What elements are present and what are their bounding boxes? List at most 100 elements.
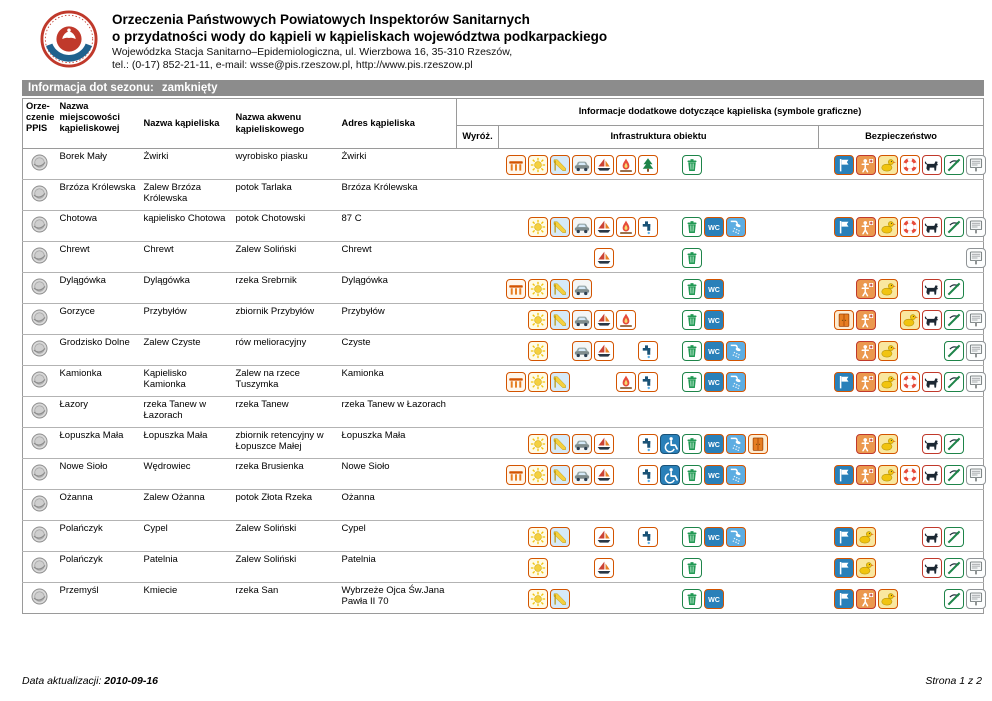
ppis-seal-icon	[30, 215, 49, 234]
board-icon	[965, 247, 986, 268]
cell-nazwa-kapieliska: Kąpielisko Kamionka	[140, 365, 233, 397]
cell-ppis-decision	[22, 179, 57, 211]
nojump-icon	[943, 278, 964, 299]
duck-icon	[855, 557, 876, 578]
table-row: Przemyśl Kmiecie rzeka San Wybrzeże Ojca Św…	[22, 582, 986, 614]
cell-infrastruktura	[498, 396, 819, 428]
page-footer: Data aktualizacji: 2010-09-16 Strona 1 z…	[22, 675, 982, 687]
cell-bezpieczenstwo	[818, 179, 984, 211]
page-title-line2: o przydatności wody do kąpieli w kąpieli…	[112, 28, 608, 44]
slide-icon	[549, 371, 570, 392]
sail-icon	[593, 464, 614, 485]
cell-ppis-decision	[22, 148, 57, 180]
cell-miejscowosc: Gorzyce	[56, 303, 141, 335]
lifebuoy-icon	[899, 154, 920, 175]
dog-icon	[921, 433, 942, 454]
cell-bezpieczenstwo	[818, 582, 986, 614]
cell-nazwa-akwenu: Zalew Soliński	[232, 551, 339, 583]
season-value: zamknięty	[161, 82, 218, 94]
pier-icon	[505, 371, 526, 392]
page-title-line1: Orzeczenia Państwowych Powiatowych Inspe…	[112, 12, 530, 27]
cell-ppis-decision	[22, 458, 57, 490]
cell-nazwa-akwenu: Zalew na rzece Tuszymka	[232, 365, 339, 397]
lifeguard-icon	[855, 309, 876, 330]
cell-nazwa-akwenu: rzeka San	[232, 582, 339, 614]
cell-infrastruktura	[498, 489, 819, 521]
cell-ppis-decision	[22, 551, 57, 583]
season-label: Informacja dot sezonu:	[28, 82, 154, 94]
cell-ppis-decision	[22, 272, 57, 304]
flag-icon	[833, 557, 854, 578]
cell-miejscowosc: Polańczyk	[56, 551, 141, 583]
cell-wyroznienia	[456, 303, 499, 335]
ppis-seal-icon	[30, 556, 49, 575]
duck-icon	[877, 433, 898, 454]
ppis-seal-icon	[30, 308, 49, 327]
flag-icon	[833, 526, 854, 547]
col-header-infrastruktura: Infrastruktura obiektu	[498, 125, 819, 149]
lifeguard-icon	[855, 340, 876, 361]
slide-icon	[549, 464, 570, 485]
car-icon	[571, 340, 592, 361]
cell-adres: Wybrzeże Ojca Św.Jana Pawła II 70	[338, 582, 457, 614]
bin-icon	[681, 309, 702, 330]
shower-icon	[725, 464, 746, 485]
shower-icon	[725, 433, 746, 454]
sail-icon	[593, 557, 614, 578]
car-icon	[571, 464, 592, 485]
cell-miejscowosc: Polańczyk	[56, 520, 141, 552]
slide-icon	[549, 309, 570, 330]
update-date-value: 2010-09-16	[104, 675, 159, 687]
cell-ppis-decision	[22, 427, 57, 459]
table-row: Chotowa kąpielisko Chotowa potok Chotowski…	[22, 210, 986, 242]
nojump-icon	[943, 588, 964, 609]
table-row: Łazory rzeka Tanew w Łazorach rzeka Tanew r…	[22, 396, 984, 428]
duck-icon	[877, 154, 898, 175]
wheelchair-icon	[659, 464, 680, 485]
cell-infrastruktura	[498, 148, 819, 180]
cabinet-icon	[747, 433, 768, 454]
fire-icon	[615, 309, 636, 330]
cell-miejscowosc: Nowe Sioło	[56, 458, 141, 490]
cell-adres: Chrewt	[338, 241, 457, 273]
cell-miejscowosc: Chrewt	[56, 241, 141, 273]
ppis-seal-icon	[30, 277, 49, 296]
ppis-seal-icon	[30, 587, 49, 606]
table-row: Chrewt Chrewt Zalew Soliński Chrewt	[22, 241, 986, 273]
cell-miejscowosc: Łopuszka Mała	[56, 427, 141, 459]
nojump-icon	[943, 309, 964, 330]
cell-miejscowosc: Chotowa	[56, 210, 141, 242]
cell-wyroznienia	[456, 582, 499, 614]
cell-adres: Łopuszka Mała	[338, 427, 457, 459]
cell-wyroznienia	[456, 396, 499, 428]
cell-adres: Nowe Sioło	[338, 458, 457, 490]
bin-icon	[681, 154, 702, 175]
cell-miejscowosc: Ożanna	[56, 489, 141, 521]
dog-icon	[921, 154, 942, 175]
bin-icon	[681, 588, 702, 609]
flag-icon	[833, 464, 854, 485]
cell-ppis-decision	[22, 520, 57, 552]
ppis-seal-icon	[30, 401, 49, 420]
sail-icon	[593, 216, 614, 237]
col-header-bezpieczenstwo: Bezpieczeństwo	[818, 125, 984, 149]
ppis-seal-icon	[30, 339, 49, 358]
cell-ppis-decision	[22, 241, 57, 273]
nojump-icon	[943, 433, 964, 454]
cell-wyroznienia	[456, 551, 499, 583]
cell-bezpieczenstwo	[818, 365, 986, 397]
board-icon	[965, 588, 986, 609]
car-icon	[571, 216, 592, 237]
sun-icon	[527, 464, 548, 485]
sail-icon	[593, 340, 614, 361]
bin-icon	[681, 526, 702, 547]
cell-nazwa-akwenu: zbiornik Przybyłów	[232, 303, 339, 335]
dog-icon	[921, 464, 942, 485]
sanepid-logo-icon	[40, 10, 98, 73]
table-row: Łopuszka Mała Łopuszka Mała zbiornik reten…	[22, 427, 984, 459]
update-date: Data aktualizacji: 2010-09-16	[22, 675, 158, 687]
lifebuoy-icon	[899, 371, 920, 392]
tree-icon	[637, 154, 658, 175]
bin-icon	[681, 278, 702, 299]
sun-icon	[527, 278, 548, 299]
